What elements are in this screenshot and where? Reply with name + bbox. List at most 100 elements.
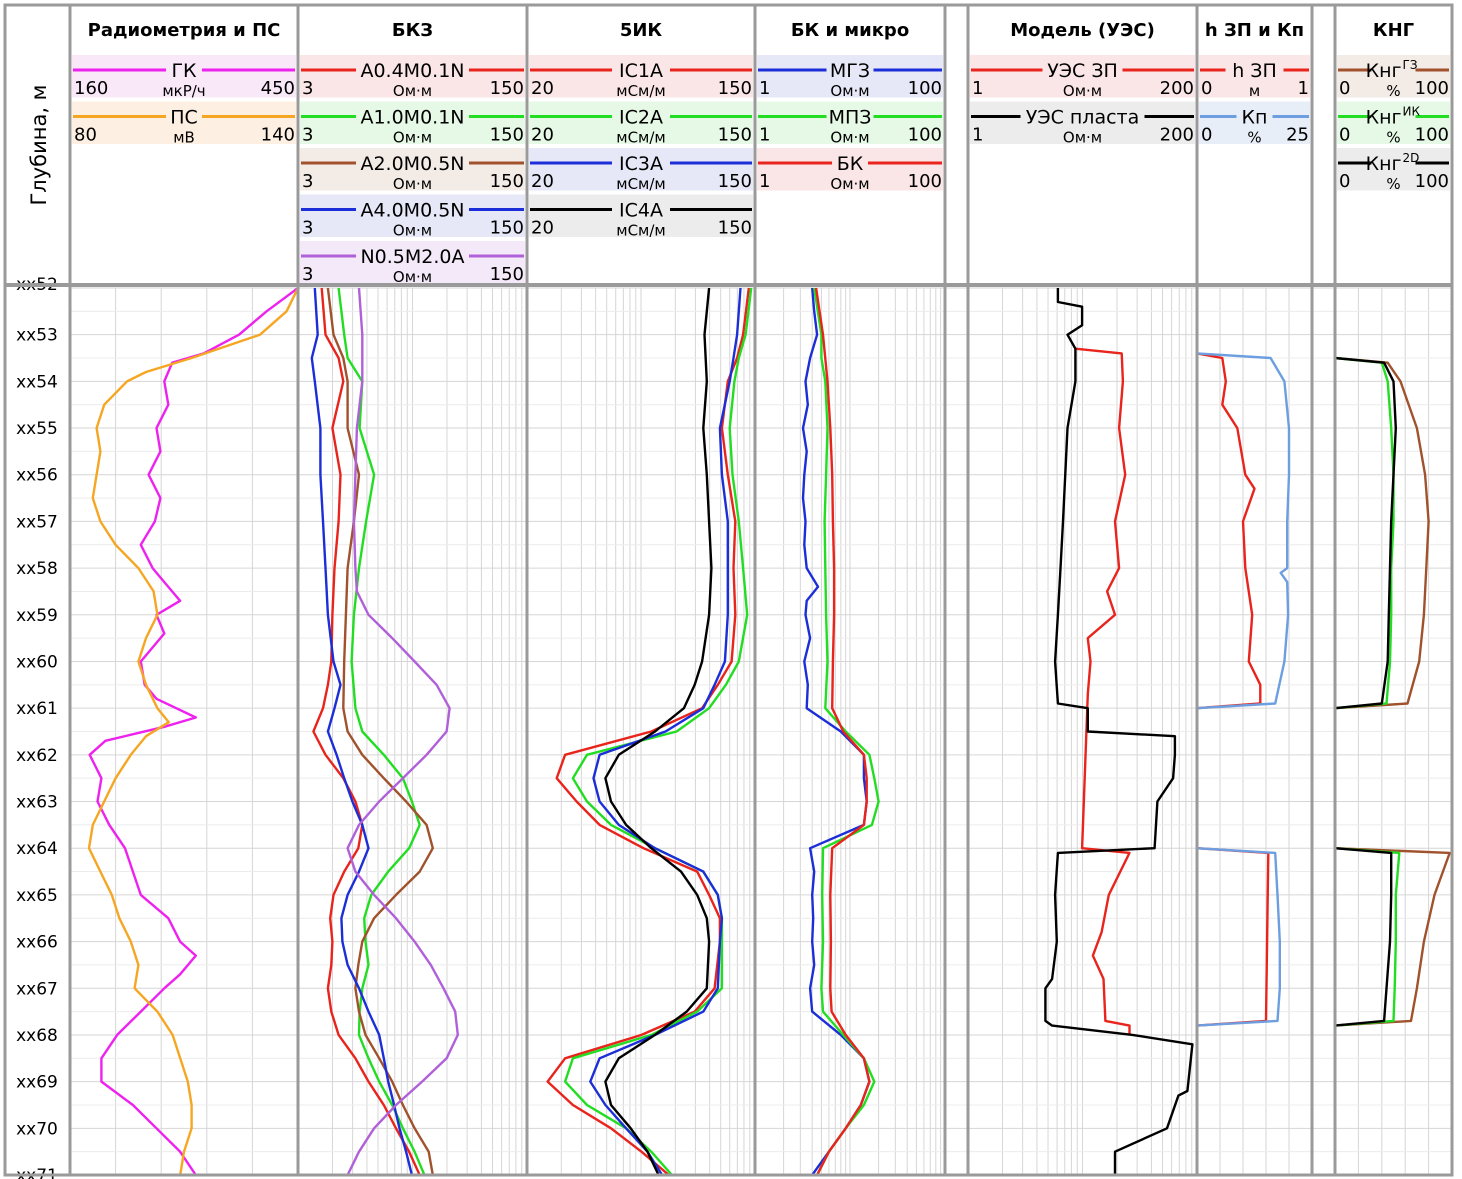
curve-label-bg	[72, 55, 296, 98]
curve-IC1A	[546, 288, 750, 1175]
scale-max: 1	[1298, 78, 1309, 99]
scale-unit: Ом·м	[830, 175, 869, 193]
scale-unit: %	[1247, 129, 1261, 147]
scale-max: 100	[1415, 171, 1449, 192]
curve-label-bg	[1199, 101, 1310, 144]
curve-A4.0M0.5N	[310, 288, 414, 1175]
track-title: БК и микро	[791, 20, 909, 41]
curve-N0.5M2.0A	[346, 288, 459, 1175]
scale-min: 0	[1339, 171, 1350, 192]
scale-unit: мСм/м	[616, 222, 665, 240]
curve-name: h ЗП	[1232, 60, 1277, 82]
curve-label-bg	[529, 148, 753, 191]
depth-label: xx69	[16, 1073, 58, 1093]
scale-min: 0	[1339, 78, 1350, 99]
curve-name: IC3A	[619, 153, 663, 175]
curve-label-bg	[300, 194, 525, 237]
scale-min: 3	[302, 125, 313, 146]
depth-label: xx54	[16, 372, 58, 392]
scale-max: 25	[1286, 125, 1309, 146]
curve-name: A2.0M0.5N	[360, 153, 464, 175]
curve-IC3A	[589, 288, 742, 1175]
scale-min: 3	[302, 171, 313, 192]
scale-max: 100	[1415, 125, 1449, 146]
curve-label-bg	[300, 55, 525, 98]
curve-Кнг-ГЗ	[1333, 356, 1451, 1027]
curve-name: Кнг	[1366, 60, 1402, 82]
curve-label-bg	[757, 55, 943, 98]
curve-IC2A	[563, 288, 753, 1175]
depth-label: xx62	[16, 746, 58, 766]
curve-name-superscript: 2D	[1403, 151, 1420, 165]
curve-ГК	[88, 288, 299, 1175]
curve-name: МПЗ	[829, 107, 872, 129]
scale-min: 1	[972, 78, 983, 99]
scale-min: 3	[302, 264, 313, 285]
curve-name: A4.0M0.5N	[360, 200, 464, 222]
curve-name: МГЗ	[830, 60, 870, 82]
scale-max: 150	[490, 264, 524, 285]
curve-name: Кнг	[1366, 107, 1402, 129]
depth-label: xx70	[16, 1119, 58, 1139]
curve-name: A0.4M0.1N	[360, 60, 464, 82]
outer-border	[3, 3, 1454, 1177]
curve-name: ГК	[171, 60, 197, 82]
curve-label-bg	[970, 101, 1195, 144]
scale-max: 150	[490, 218, 524, 239]
scale-min: 160	[74, 78, 108, 99]
scale-min: 1	[759, 78, 770, 99]
scale-max: 100	[908, 78, 942, 99]
scale-max: 200	[1160, 125, 1194, 146]
scale-unit: мкР/ч	[162, 82, 205, 100]
scale-min: 1	[759, 125, 770, 146]
depth-axis-title: Глубина, м	[27, 84, 51, 205]
curve-name-superscript: ГЗ	[1403, 58, 1418, 72]
scale-unit: %	[1386, 82, 1400, 100]
scale-max: 150	[490, 78, 524, 99]
curve-label-bg	[300, 148, 525, 191]
curve-ПС	[87, 288, 300, 1175]
curve-МГЗ	[801, 288, 871, 1175]
curve-name-superscript: ИК	[1403, 105, 1421, 119]
scale-unit: мСм/м	[616, 82, 665, 100]
scale-min: 20	[531, 218, 554, 239]
curve-A1.0M0.1N	[337, 288, 426, 1175]
scale-max: 150	[718, 218, 752, 239]
curve-label-bg	[1199, 55, 1310, 98]
depth-label: xx64	[16, 839, 58, 859]
scale-unit: %	[1386, 129, 1400, 147]
scale-min: 3	[302, 218, 313, 239]
curve-label-bg	[72, 101, 296, 144]
curve-label-bg	[1337, 55, 1450, 98]
depth-label: xx68	[16, 1026, 58, 1046]
curve-name: IC2A	[619, 107, 663, 129]
track-title: БКЗ	[392, 20, 433, 41]
scale-min: 3	[302, 78, 313, 99]
scale-max: 150	[718, 78, 752, 99]
curve-label-bg	[529, 101, 753, 144]
curve-МПЗ	[813, 288, 880, 1175]
scale-min: 80	[74, 125, 97, 146]
scale-max: 150	[718, 125, 752, 146]
scale-unit: Ом·м	[393, 82, 432, 100]
track-title: h ЗП и Кп	[1205, 20, 1304, 41]
depth-label: xx61	[16, 699, 58, 719]
depth-label: xx63	[16, 793, 58, 813]
scale-max: 200	[1160, 78, 1194, 99]
scale-unit: %	[1386, 175, 1400, 193]
grid-lines	[70, 287, 1452, 1176]
scale-unit: Ом·м	[393, 222, 432, 240]
curve-label-bg	[300, 241, 525, 284]
curve-name: IC1A	[619, 60, 663, 82]
depth-label: xx57	[16, 512, 58, 532]
curve-name: Кп	[1242, 107, 1268, 129]
depth-label: xx58	[16, 559, 58, 579]
curve-label-bg	[300, 101, 525, 144]
scale-max: 140	[261, 125, 295, 146]
scale-min: 1	[759, 171, 770, 192]
curve-A2.0M0.5N	[326, 288, 434, 1175]
scale-min: 0	[1201, 125, 1212, 146]
scale-unit: Ом·м	[1063, 129, 1102, 147]
scale-max: 150	[490, 125, 524, 146]
